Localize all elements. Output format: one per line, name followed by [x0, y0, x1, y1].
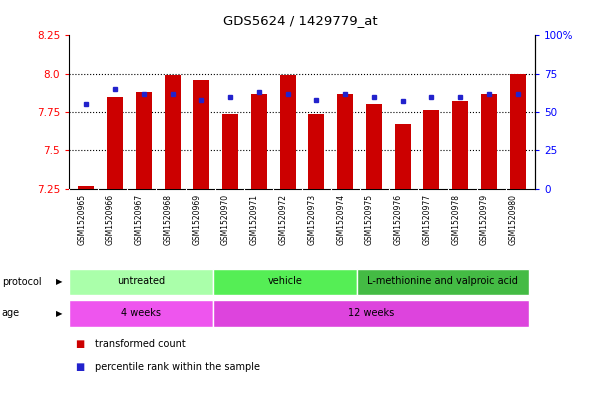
Text: GSM1520971: GSM1520971 [250, 194, 259, 245]
Text: vehicle: vehicle [267, 276, 302, 286]
Bar [136, 92, 152, 189]
Bar [79, 185, 94, 189]
Text: GSM1520969: GSM1520969 [192, 194, 201, 245]
Text: transformed count: transformed count [95, 339, 186, 349]
Text: GDS5624 / 1429779_at: GDS5624 / 1429779_at [223, 14, 378, 27]
Bar [213, 269, 356, 295]
Text: ▶: ▶ [56, 277, 62, 286]
Text: GSM1520977: GSM1520977 [423, 194, 432, 245]
Text: GSM1520974: GSM1520974 [336, 194, 345, 245]
Bar [222, 114, 238, 189]
Text: untreated: untreated [117, 276, 165, 286]
Text: GSM1520980: GSM1520980 [508, 194, 517, 245]
Bar [395, 124, 410, 189]
Text: 4 weeks: 4 weeks [121, 308, 161, 318]
Bar [510, 73, 525, 189]
Bar [337, 94, 353, 189]
Bar [69, 269, 213, 295]
Text: protocol: protocol [2, 277, 41, 287]
Bar [194, 80, 209, 189]
Text: ■: ■ [75, 362, 84, 373]
Text: L-methionine and valproic acid: L-methionine and valproic acid [367, 276, 518, 286]
Bar [366, 104, 382, 189]
Bar [251, 94, 267, 189]
Text: GSM1520979: GSM1520979 [480, 194, 489, 245]
Text: GSM1520968: GSM1520968 [163, 194, 172, 245]
Bar [481, 94, 497, 189]
Text: 12 weeks: 12 weeks [348, 308, 394, 318]
Text: GSM1520966: GSM1520966 [106, 194, 115, 245]
Bar [69, 300, 213, 327]
Text: GSM1520973: GSM1520973 [307, 194, 316, 245]
Bar [308, 114, 325, 189]
Bar [452, 101, 468, 189]
Bar [279, 75, 296, 189]
Text: GSM1520965: GSM1520965 [78, 194, 87, 245]
Text: GSM1520967: GSM1520967 [135, 194, 144, 245]
Text: GSM1520975: GSM1520975 [365, 194, 374, 245]
Text: GSM1520972: GSM1520972 [279, 194, 288, 245]
Bar [424, 110, 439, 189]
Text: age: age [2, 309, 20, 318]
Text: ■: ■ [75, 339, 84, 349]
Text: ▶: ▶ [56, 309, 62, 318]
Text: GSM1520978: GSM1520978 [451, 194, 460, 245]
Text: GSM1520976: GSM1520976 [394, 194, 403, 245]
Bar [107, 97, 123, 189]
Bar [165, 75, 180, 189]
Bar [213, 300, 529, 327]
Bar [356, 269, 529, 295]
Text: GSM1520970: GSM1520970 [221, 194, 230, 245]
Text: percentile rank within the sample: percentile rank within the sample [95, 362, 260, 373]
